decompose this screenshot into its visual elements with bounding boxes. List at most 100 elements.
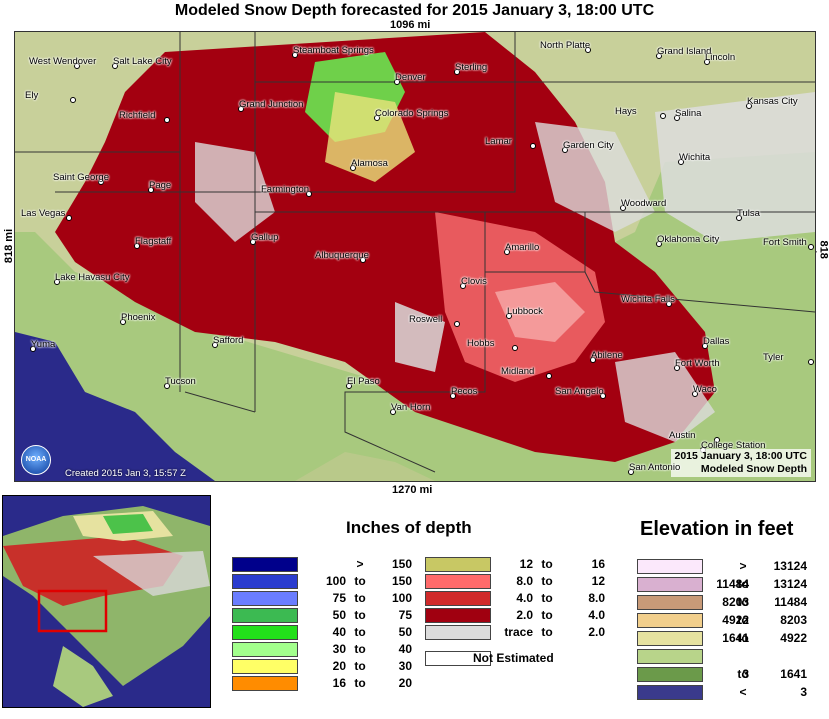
legend-hi-value: 100 — [391, 591, 412, 605]
city-label: Midland — [501, 366, 535, 377]
legend-swatch — [425, 625, 491, 640]
city-marker — [674, 115, 680, 121]
noaa-logo: NOAA — [21, 445, 51, 475]
legend-row: 20 to 30 — [232, 659, 432, 675]
legend-row: 8.0 to 12 — [425, 574, 625, 590]
legend-hi-value: 40 — [398, 642, 412, 656]
legend-swatch — [425, 591, 491, 606]
legend-op-value: > — [739, 559, 747, 573]
city-marker — [148, 187, 154, 193]
city-marker — [562, 147, 568, 153]
legend-op-value: > — [356, 557, 364, 571]
legend-op-value: to — [541, 557, 553, 571]
city-marker — [374, 115, 380, 121]
city-label: Alamosa — [351, 158, 388, 169]
legend-lo-value: 3 — [742, 667, 749, 681]
created-timestamp: Created 2015 Jan 3, 15:57 Z — [65, 468, 186, 479]
legend-lo-value: 12 — [519, 557, 533, 571]
inset-region-box — [37, 589, 108, 633]
city-label: Tulsa — [737, 208, 760, 219]
legend-hi-value: 13124 — [773, 559, 807, 573]
city-marker — [70, 97, 76, 103]
city-label: Woodward — [621, 198, 667, 209]
city-marker — [306, 191, 312, 197]
not-estimated-label: Not Estimated — [473, 651, 554, 665]
legend-hi-value: 16 — [591, 557, 605, 571]
not-estimated-swatch — [425, 651, 491, 666]
legend-hi-value: 11484 — [774, 595, 807, 609]
scale-bottom: 1270 mi — [392, 484, 433, 496]
city-marker — [504, 249, 510, 255]
city-marker — [250, 239, 256, 245]
legend-op-value: to — [737, 667, 749, 681]
legend-row: 16 to 20 — [232, 676, 432, 692]
legend-lo-value: 75 — [332, 591, 346, 605]
legend-swatch — [637, 595, 703, 610]
city-marker — [30, 346, 36, 352]
legend-op-value: to — [737, 595, 749, 609]
city-marker — [120, 319, 126, 325]
legend-hi-value: 2.0 — [588, 625, 605, 639]
city-label: El Paso — [347, 376, 380, 387]
city-marker — [394, 79, 400, 85]
city-marker — [736, 215, 742, 221]
city-marker — [238, 106, 244, 112]
legend-op-value: to — [354, 676, 366, 690]
legend-swatch — [232, 625, 298, 640]
legend-swatch — [637, 649, 703, 664]
inset-locator-map — [2, 495, 211, 708]
city-marker — [292, 52, 298, 58]
city-marker — [546, 373, 552, 379]
snow-depth-map[interactable]: NOAA Created 2015 Jan 3, 15:57 Z 2015 Ja… — [14, 31, 816, 482]
city-label: North Platte — [540, 40, 591, 51]
legend-op-value: to — [541, 625, 553, 639]
city-marker — [454, 321, 460, 327]
legend-lo-value: 4.0 — [516, 591, 533, 605]
city-label: Fort Smith — [763, 237, 807, 248]
legend-lo-value: 2.0 — [516, 608, 533, 622]
legend-row: 30 to 40 — [232, 642, 432, 658]
city-label: Dallas — [703, 336, 730, 347]
city-label: Steamboat Springs — [293, 45, 374, 56]
legend-op-value: to — [541, 574, 553, 588]
city-label: Lake Havasu City — [55, 272, 130, 283]
legend-hi-value: 4922 — [780, 631, 807, 645]
elevation-legend-title: Elevation in feet — [640, 518, 794, 540]
legend-row: 11484 to 13124 — [637, 577, 829, 593]
city-label: Yuma — [31, 339, 56, 350]
legend-swatch — [232, 608, 298, 623]
city-label: Lamar — [485, 136, 512, 147]
legend-swatch — [232, 574, 298, 589]
city-label: Garden City — [563, 140, 614, 151]
scale-top: 1096 mi — [390, 19, 431, 31]
legend-lo-value: trace — [504, 625, 533, 639]
legend-row — [637, 649, 829, 665]
legend-hi-value: 8203 — [780, 613, 807, 627]
legend-swatch — [637, 685, 703, 700]
legend-hi-value: 13124 — [773, 577, 807, 591]
city-marker — [674, 365, 680, 371]
city-marker — [808, 359, 814, 365]
legend-row: 100 to 150 — [232, 574, 432, 590]
legend-swatch — [425, 574, 491, 589]
legend-swatch — [232, 642, 298, 657]
legend-lo-value: 30 — [332, 642, 346, 656]
legend-op-value: to — [737, 577, 749, 591]
legend-swatch — [425, 557, 491, 572]
city-marker — [360, 257, 366, 263]
city-label: Clovis — [461, 276, 487, 287]
city-label: Las Vegas — [21, 208, 66, 219]
legend-row: >150 — [232, 557, 432, 573]
legend-row: 8203 to 11484 — [637, 595, 829, 611]
legend-row: 4922 to 8203 — [637, 613, 829, 629]
city-label: Kansas City — [747, 96, 798, 107]
city-marker — [460, 283, 466, 289]
legend-row: 3 to 1641 — [637, 667, 829, 683]
city-marker — [692, 391, 698, 397]
legend-row: 12 to 16 — [425, 557, 625, 573]
legend-swatch — [425, 608, 491, 623]
legend-hi-value: 8.0 — [588, 591, 605, 605]
city-label: Fort Worth — [675, 358, 720, 369]
city-marker — [54, 279, 60, 285]
legend-op-value: to — [541, 591, 553, 605]
